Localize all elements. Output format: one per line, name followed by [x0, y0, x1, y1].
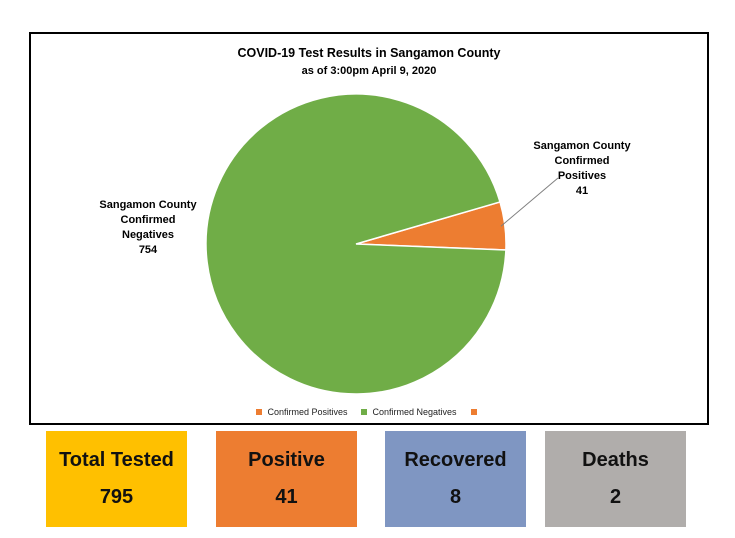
- data-label-negatives: Sangamon County Confirmed Negatives 754: [83, 198, 213, 258]
- data-label-positives-line1: Sangamon County: [533, 140, 631, 152]
- data-label-positives-line3: Positives: [557, 170, 607, 182]
- stat-label-recovered: Recovered: [404, 449, 507, 471]
- stat-box-recovered: Recovered 8: [385, 431, 526, 527]
- stat-value-positive: 41: [275, 486, 298, 508]
- legend-label-negatives: Confirmed Negatives: [372, 407, 457, 417]
- legend-item-positives: Confirmed Positives: [256, 407, 347, 417]
- stat-box-positive: Positive 41: [216, 431, 357, 527]
- chart-legend: Confirmed Positives Confirmed Negatives: [31, 407, 707, 417]
- legend-label-positives: Confirmed Positives: [267, 407, 348, 417]
- pie-slice-negatives: [205, 93, 507, 395]
- chart-subtitle: as of 3:00pm April 9, 2020: [301, 65, 437, 77]
- data-label-negatives-line1: Sangamon County: [99, 199, 197, 211]
- leader-line-positives: [500, 177, 559, 227]
- chart-title: COVID-19 Test Results in Sangamon County: [237, 46, 501, 60]
- data-label-positives: Sangamon County Confirmed Positives 41: [517, 139, 647, 199]
- data-label-positives-line2: Confirmed: [554, 155, 610, 167]
- legend-item-negatives: Confirmed Negatives: [361, 407, 457, 417]
- data-label-negatives-value: 754: [138, 244, 158, 256]
- pie-chart: [205, 93, 559, 395]
- stat-box-deaths: Deaths 2: [545, 431, 686, 527]
- legend-swatch-negatives: [361, 409, 368, 415]
- stat-box-total-tested: Total Tested 795: [46, 431, 187, 527]
- legend-swatch-blank: [470, 409, 477, 415]
- data-label-negatives-line3: Negatives: [122, 229, 174, 241]
- data-label-negatives-line2: Confirmed: [120, 214, 176, 226]
- stat-value-total-tested: 795: [99, 486, 134, 508]
- legend-item-blank: [470, 407, 482, 417]
- stat-label-positive: Positive: [248, 449, 325, 471]
- chart-frame: COVID-19 Test Results in Sangamon County…: [29, 32, 709, 425]
- stat-value-deaths: 2: [609, 486, 622, 508]
- legend-swatch-positives: [256, 409, 263, 415]
- stat-label-total-tested: Total Tested: [59, 449, 174, 471]
- data-label-positives-value: 41: [575, 185, 589, 197]
- stat-label-deaths: Deaths: [582, 449, 649, 471]
- stat-value-recovered: 8: [449, 486, 462, 508]
